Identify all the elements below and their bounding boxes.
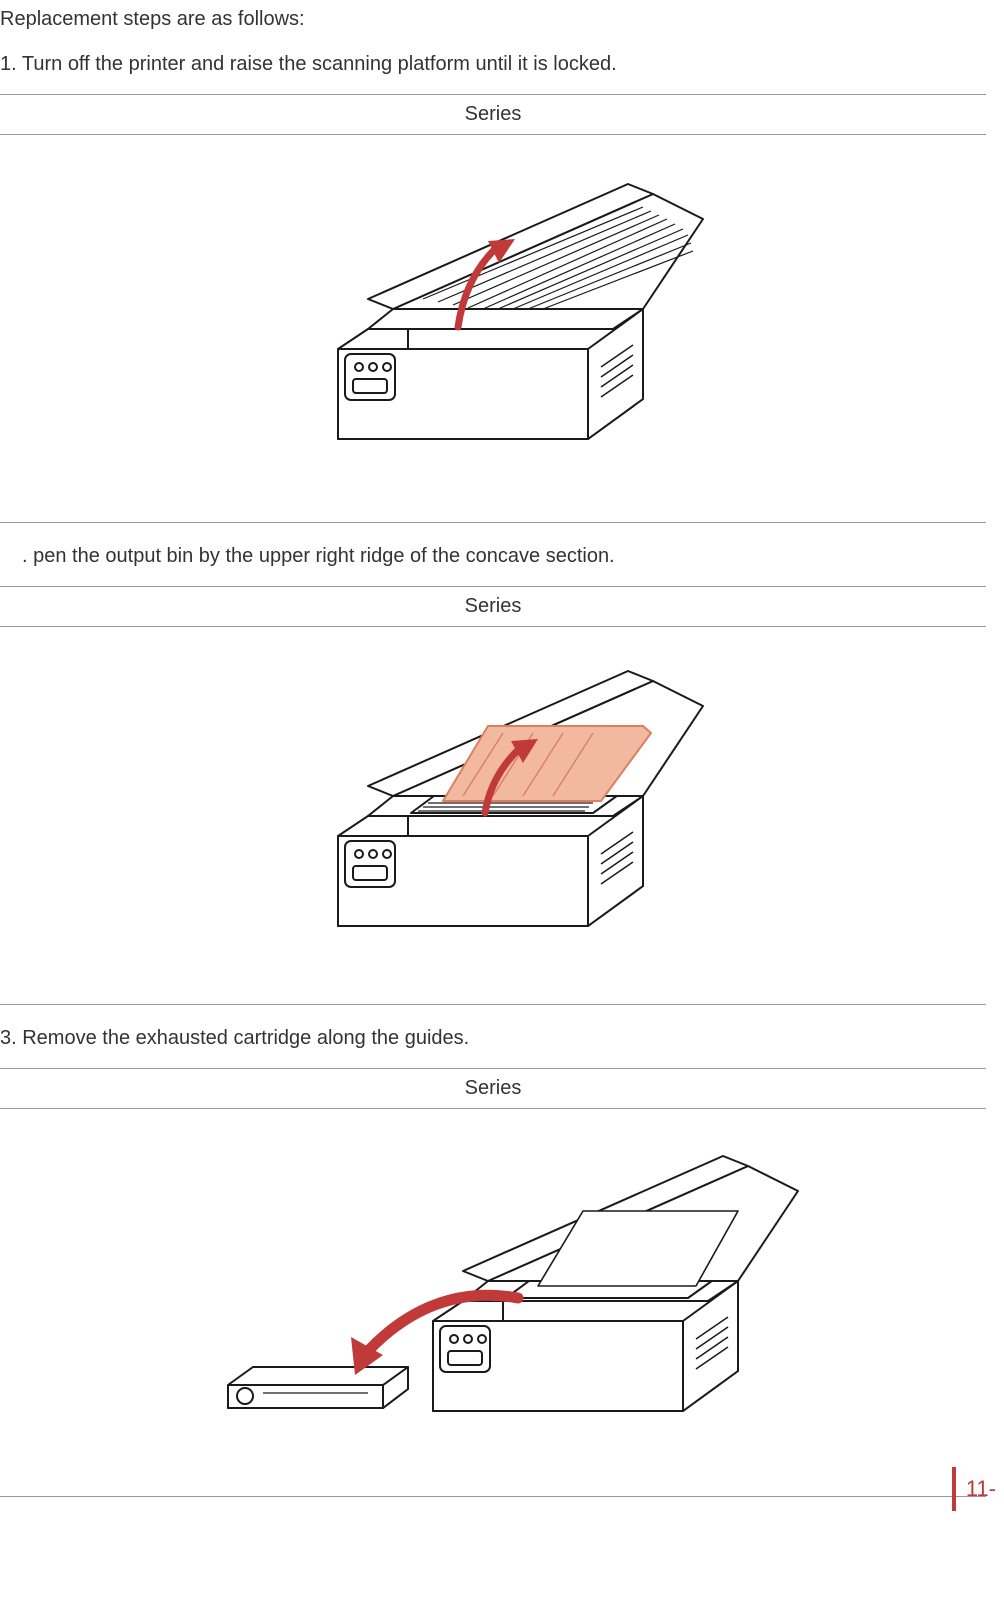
printer-remove-cartridge-illustration [173,1123,813,1473]
series-header-3: Series [0,1068,986,1109]
series-header-2: Series [0,586,986,627]
step-1-text: 1. Turn off the printer and raise the sc… [0,53,986,76]
printer-open-bin-illustration [233,641,753,981]
footer-accent-bar [952,1467,956,1511]
figure-1 [0,135,986,523]
page-footer: 11- [952,1467,996,1511]
printer-raise-platform-illustration [233,149,753,499]
page-number: 11- [966,1476,996,1502]
figure-3 [0,1109,986,1497]
step-3-text: 3. Remove the exhausted cartridge along … [0,1027,986,1050]
intro-text: Replacement steps are as follows: [0,8,986,31]
series-header-1: Series [0,94,986,135]
step-2-text: . pen the output bin by the upper right … [0,545,986,568]
figure-2 [0,627,986,1005]
